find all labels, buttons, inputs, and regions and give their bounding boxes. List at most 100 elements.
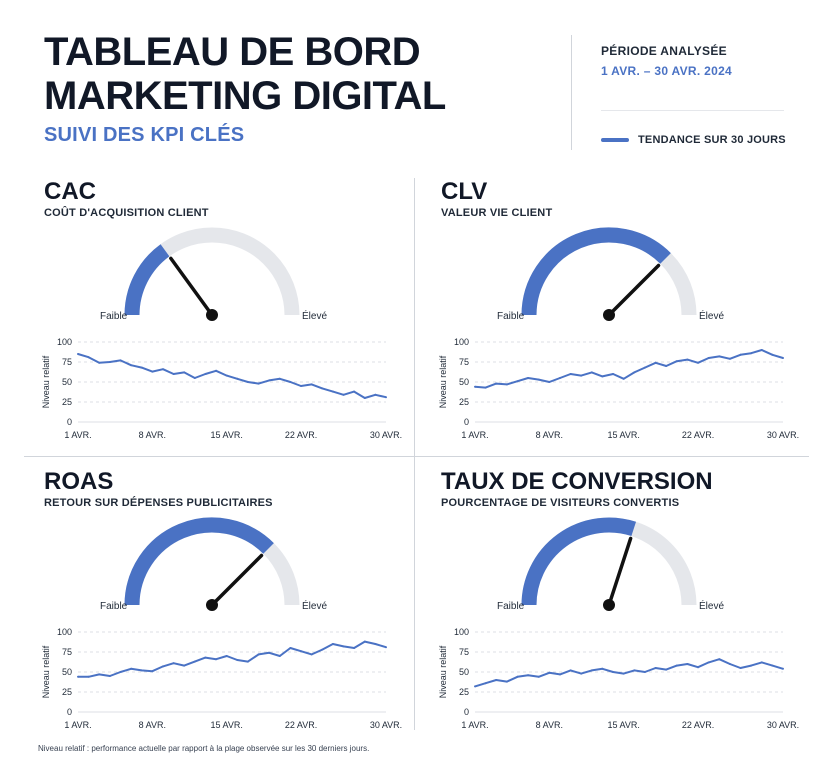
panel-subtitle: POURCENTAGE DE VISITEURS CONVERTIS [441,497,680,509]
series-line [474,349,784,389]
data-point [675,360,678,363]
gauge-needle [210,553,264,607]
data-point [643,366,646,369]
data-point [558,377,561,379]
data-point [342,393,345,396]
data-point [342,645,345,648]
data-point [225,374,228,377]
gauge-high-label: Élevé [302,309,327,322]
y-tick-label: 50 [62,377,72,387]
gauge-needle [169,256,214,317]
data-point [558,673,561,676]
y-tick-label: 0 [67,417,72,427]
y-tick-label: 25 [62,687,72,697]
data-point [374,393,377,396]
gauge: Faible Élevé [497,227,724,322]
data-point [161,665,164,668]
page-title-line-2: MARKETING DIGITAL [44,74,446,118]
panel-subtitle: RETOUR SUR DÉPENSES PUBLICITAIRES [44,497,273,509]
grid-divider-vertical [414,178,415,730]
data-point [374,643,377,645]
panel-subtitle: COÛT D'ACQUISITION CLIENT [44,207,209,219]
gauge-fill [521,227,671,316]
data-point [215,658,218,661]
gauge-low-label: Faible [100,311,128,322]
data-point [204,656,207,659]
data-point [697,666,700,669]
data-point [750,352,753,355]
panel-subtitle: VALEUR VIE CLIENT [441,207,553,219]
data-point [771,353,774,356]
data-point [119,671,122,673]
gauge-fill [521,517,637,606]
data-point [580,672,583,675]
data-point [622,672,625,675]
data-point [268,651,271,654]
data-point [569,669,572,672]
page-subtitle: SUIVI DES KPI CLÉS [44,124,245,146]
series-line [474,658,784,688]
x-tick-label: 22 AVR. [285,430,317,440]
header-divider [571,35,572,150]
data-point [665,668,668,671]
data-point [760,349,763,351]
data-point [686,358,689,361]
data-point [236,377,239,380]
kpi-panel-cac: CAC COÛT D'ACQUISITION CLIENT Faible Élev… [41,178,424,458]
data-point [300,650,303,653]
data-point [782,667,784,670]
data-point [590,669,593,672]
data-point [225,655,228,657]
data-point [77,353,79,355]
gauge-needle [607,536,633,607]
page-title-line-1: TABLEAU DE BORD [44,30,421,74]
y-tick-label: 50 [459,667,469,677]
x-tick-label: 8 AVR. [536,430,563,440]
y-tick-label: 75 [459,357,469,367]
x-tick-label: 15 AVR. [211,430,243,440]
y-tick-label: 100 [57,627,72,637]
data-point [728,357,731,360]
data-point [353,390,356,393]
data-point [193,660,196,663]
data-point [665,365,668,367]
data-point [119,359,122,362]
data-point [548,671,551,674]
data-point [633,669,636,672]
y-axis-label: Niveau relatif [438,645,448,698]
panel-title: CLV [441,178,488,205]
period-label: PÉRIODE ANALYSÉE [601,44,727,58]
x-tick-label: 30 AVR. [370,430,402,440]
data-point [527,674,530,677]
data-point [140,366,143,369]
data-point [289,381,292,383]
data-point [569,373,572,375]
x-tick-label: 22 AVR. [682,720,714,730]
data-point [98,361,101,364]
data-point [108,675,111,677]
data-point [750,664,753,667]
data-point [590,371,593,374]
data-point [495,679,498,681]
data-point [257,382,260,385]
series-line [78,640,387,678]
x-tick-label: 1 AVR. [64,430,91,440]
data-point [236,659,239,661]
gauge-high-label: Élevé [699,309,724,322]
gauge-low-label: Faible [100,601,128,612]
x-tick-label: 30 AVR. [370,720,402,730]
data-point [310,653,313,656]
data-point [246,660,249,663]
gauge: Faible Élevé [100,227,327,322]
gauge-low-label: Faible [497,311,525,322]
header-separator [601,110,784,111]
data-point [289,647,292,649]
line-chart: 0 25 50 75 100 1 AVR. 8 AVR. 15 AVR. 22 AVR. 30 A… [41,627,402,730]
data-point [739,667,742,669]
data-point [278,377,281,380]
data-point [310,383,313,386]
gauge: Faible Élevé [497,517,724,612]
data-point [495,382,498,385]
gauge: Faible Élevé [100,517,327,612]
data-point [612,373,615,375]
